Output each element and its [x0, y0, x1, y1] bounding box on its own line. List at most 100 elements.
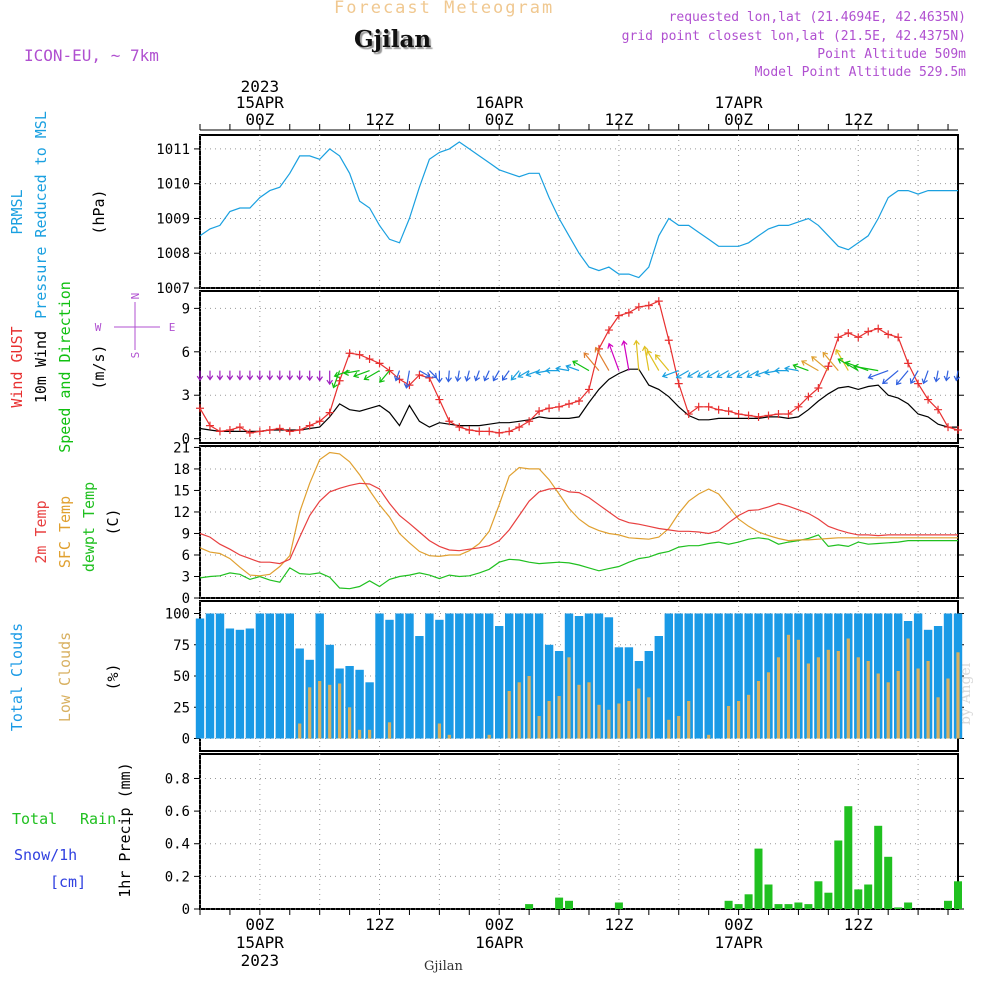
low-cloud-bar — [597, 704, 601, 739]
gust-marker — [575, 397, 583, 406]
top-date-label: 15APR — [236, 93, 285, 112]
gust-marker — [814, 383, 823, 392]
total-cloud-bar — [225, 628, 235, 739]
bottom-hour-label: 12Z — [604, 915, 633, 934]
rain-bar — [874, 825, 883, 909]
gust-marker — [854, 333, 863, 342]
rain-bar — [954, 881, 962, 909]
low-cloud-bar — [776, 657, 781, 739]
ytick-label: 1008 — [156, 246, 190, 262]
rain-bar — [894, 907, 903, 909]
wind-direction-arrow — [633, 339, 640, 371]
total-cloud-bar — [734, 613, 743, 739]
low-cloud-bar — [766, 672, 771, 739]
gust-marker — [196, 404, 204, 413]
pressure-unit-label: (hPa) — [90, 189, 108, 234]
low-cloud-bar — [627, 701, 631, 739]
top-hour-label: 00Z — [724, 110, 753, 129]
wind-direction-arrow — [774, 367, 789, 374]
low-cloud-bar — [936, 697, 940, 739]
bottom-hour-label: 00Z — [724, 915, 753, 934]
wind-direction-arrow — [545, 367, 560, 374]
gust-marker — [345, 349, 354, 358]
rain-bar — [864, 884, 873, 909]
ytick-label: 0.8 — [165, 771, 190, 787]
wind-direction-arrow — [502, 370, 510, 381]
low-cloud-bar — [916, 668, 920, 739]
gust-marker — [535, 407, 544, 416]
ytick-label: 6 — [182, 548, 190, 564]
point-altitude: Point Altitude 509m — [817, 47, 966, 62]
rain-bar — [944, 900, 952, 909]
gust-marker — [235, 423, 244, 432]
wind-direction-arrow — [326, 370, 333, 386]
rain-bar — [834, 840, 843, 909]
gust-marker — [884, 330, 893, 339]
low-cloud-bar — [747, 694, 751, 739]
gust-marker — [515, 423, 524, 432]
total-cloud-bar — [315, 613, 324, 739]
total-cloud-bar — [195, 618, 205, 739]
gust-marker — [634, 302, 643, 311]
wind-direction-arrow — [379, 370, 390, 383]
rain-bar — [614, 902, 623, 909]
low-cloud-bar — [637, 688, 641, 739]
low-cloud-bar — [687, 701, 691, 739]
low-cloud-bar — [557, 696, 561, 739]
total-cloud-bar — [425, 613, 434, 739]
footer-location: Gjilan — [424, 959, 463, 974]
top-hour-label: 00Z — [485, 110, 514, 129]
total-cloud-bar — [455, 613, 464, 739]
wind-direction-arrow — [696, 370, 710, 378]
wind-direction-arrow — [517, 370, 530, 378]
wind-direction-arrow — [363, 370, 380, 381]
gust-marker — [355, 350, 364, 359]
low-cloud-bar — [318, 681, 322, 739]
gust-marker — [305, 421, 314, 430]
rain-bar — [904, 902, 913, 909]
rain-bar — [754, 848, 763, 909]
wind-direction-arrow — [206, 370, 214, 381]
total-cloud-bar — [275, 613, 284, 739]
rain-bar — [525, 904, 534, 909]
wind-direction-arrow — [646, 349, 660, 371]
low-cloud-bar — [886, 682, 890, 739]
gust-marker — [904, 359, 913, 368]
wind-direction-arrow — [736, 370, 749, 379]
gust-marker — [614, 311, 623, 320]
bottom-hour-label: 12Z — [365, 915, 394, 934]
total-cloud-bar — [415, 636, 424, 739]
bottom-year-label: 2023 — [241, 951, 280, 970]
wind-direction-arrow — [837, 358, 859, 372]
total-cloud-bar — [505, 613, 514, 739]
total-cloud-bar — [295, 648, 304, 739]
wind-direction-arrow — [811, 356, 829, 372]
ytick-label: 0.2 — [165, 869, 190, 885]
rain-label: Rain — [80, 810, 116, 828]
low-cloud-bar — [796, 639, 800, 739]
panel-frame-2 — [199, 445, 959, 599]
low-cloud-bar — [387, 722, 392, 739]
gust-marker — [565, 399, 574, 408]
rain-bar — [814, 881, 823, 909]
total-cloud-bar — [644, 651, 653, 739]
wind-speed-line — [199, 368, 958, 432]
wind-direction-arrow — [316, 370, 323, 382]
gust-marker — [694, 402, 703, 411]
rain-bar — [764, 884, 773, 909]
gust-marker — [465, 425, 474, 434]
ytick-label: 12 — [173, 505, 190, 521]
compass-s-label: S — [129, 352, 142, 359]
wind-direction-arrow — [296, 370, 303, 381]
wind-direction-arrow — [331, 370, 341, 389]
compass-n-label: N — [129, 293, 142, 300]
total-cloud-bar — [285, 613, 294, 739]
low-cloud-bar — [836, 651, 840, 739]
total-cloud-bar — [554, 651, 564, 739]
low-cloud-bar — [926, 661, 930, 739]
rain-bar — [734, 904, 743, 909]
rain-bar — [724, 900, 733, 909]
wind-direction-arrow — [909, 370, 919, 385]
location-title: Gjilan — [354, 26, 432, 53]
